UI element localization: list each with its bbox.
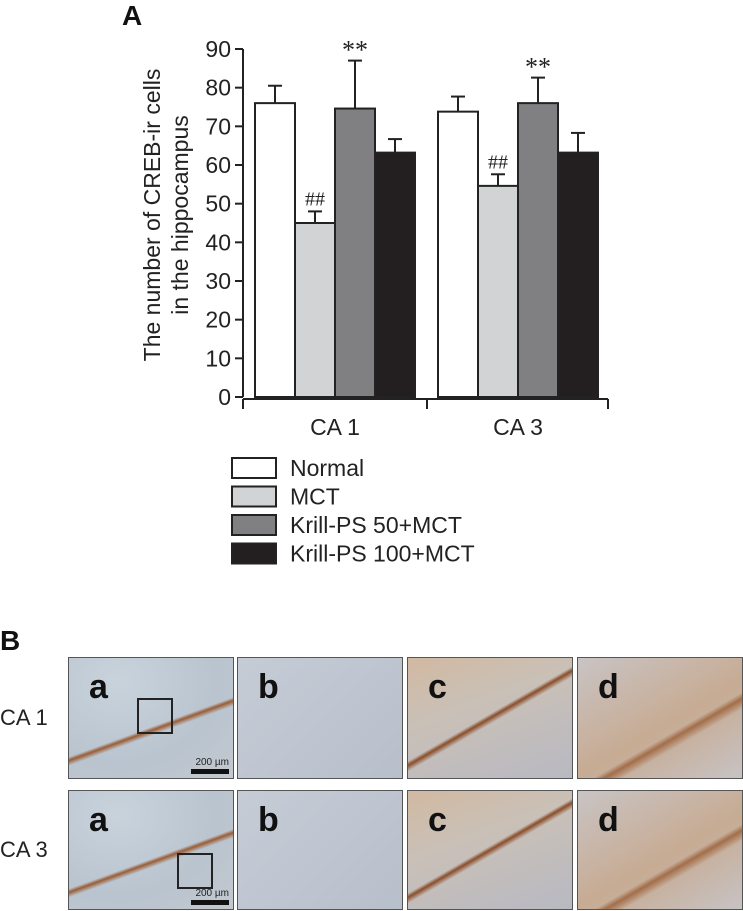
y-tick-label: 60 — [205, 152, 231, 178]
scale-bar: 200 µm — [191, 757, 229, 774]
y-axis-label: The number of CREB-ir cellsin the hippoc… — [139, 69, 193, 362]
legend-label: MCT — [290, 484, 340, 510]
scale-bar-label: 200 µm — [195, 888, 229, 899]
legend-swatch — [231, 485, 277, 508]
legend-label: Normal — [290, 455, 364, 481]
y-tick-label: 10 — [205, 345, 231, 371]
significance-mark: ## — [488, 151, 508, 173]
bar-krill-ps-50-mct — [334, 107, 376, 399]
bar-normal — [254, 102, 296, 398]
y-tick-label: 70 — [205, 113, 231, 139]
micrograph-label: a — [89, 668, 108, 706]
y-tick-label: 30 — [205, 268, 231, 294]
micrograph-ca1-c: c — [407, 657, 573, 779]
y-tick-label: 90 — [205, 36, 231, 62]
legend-label: Krill-PS 50+MCT — [290, 512, 462, 538]
x-tick-label: CA 1 — [310, 414, 360, 440]
row-label: CA 3 — [0, 837, 48, 862]
bar-krill-ps-100-mct — [557, 151, 599, 398]
bar-mct — [477, 184, 519, 398]
significance-mark: ## — [305, 188, 325, 210]
significance-mark: ** — [525, 53, 551, 82]
y-tick-label: 80 — [205, 75, 231, 101]
micrograph-label: d — [598, 801, 619, 839]
micrograph-ca1-b: b — [237, 657, 403, 779]
row-label: CA 1 — [0, 705, 48, 730]
bar-chart: 0 10 20 30 40 50 60 70 80 90 CA 1 ## ** CA 3 ## ** The n… — [139, 36, 609, 567]
scale-bar-line — [191, 900, 229, 905]
inset-box — [137, 698, 173, 734]
legend-swatch — [231, 514, 277, 536]
x-tick-label: CA 3 — [493, 414, 543, 440]
micrograph-ca1-a: a 200 µm — [68, 657, 234, 779]
scale-bar: 200 µm — [191, 888, 229, 905]
bar-mct — [294, 222, 336, 398]
legend-swatch — [231, 457, 277, 479]
micrograph-label: c — [428, 668, 447, 706]
micrograph-ca3-b: b — [237, 790, 403, 910]
y-tick-label: 50 — [205, 191, 231, 217]
micrograph-label: b — [258, 668, 279, 706]
inset-box — [177, 853, 213, 889]
panel-b-label: B — [0, 625, 21, 656]
bar-normal — [437, 110, 479, 398]
y-tick-label: 0 — [218, 384, 231, 410]
micrograph-ca3-d: d — [577, 790, 743, 910]
micrograph-ca1-d: d — [577, 657, 743, 779]
scale-bar-line — [191, 769, 229, 774]
y-axis-label-line: The number of CREB-ir cells — [139, 69, 165, 362]
y-tick-label: 20 — [205, 307, 231, 333]
micrograph-label: d — [598, 668, 619, 706]
micrograph-ca3-a: a 200 µm — [68, 790, 234, 910]
bar-krill-ps-50-mct — [517, 102, 559, 398]
bar-krill-ps-100-mct — [374, 151, 416, 398]
micrograph-label: a — [89, 801, 108, 839]
scale-bar-label: 200 µm — [195, 757, 229, 768]
legend-swatch — [231, 542, 277, 565]
panel-a-label: A — [122, 0, 143, 31]
legend-label: Krill-PS 100+MCT — [290, 541, 475, 567]
y-axis-label-line: in the hippocampus — [167, 115, 193, 314]
micrograph-ca3-c: c — [407, 790, 573, 910]
y-tick-label: 40 — [205, 229, 231, 255]
micrograph-label: c — [428, 801, 447, 839]
micrograph-label: b — [258, 801, 279, 839]
significance-mark: ** — [342, 36, 368, 65]
